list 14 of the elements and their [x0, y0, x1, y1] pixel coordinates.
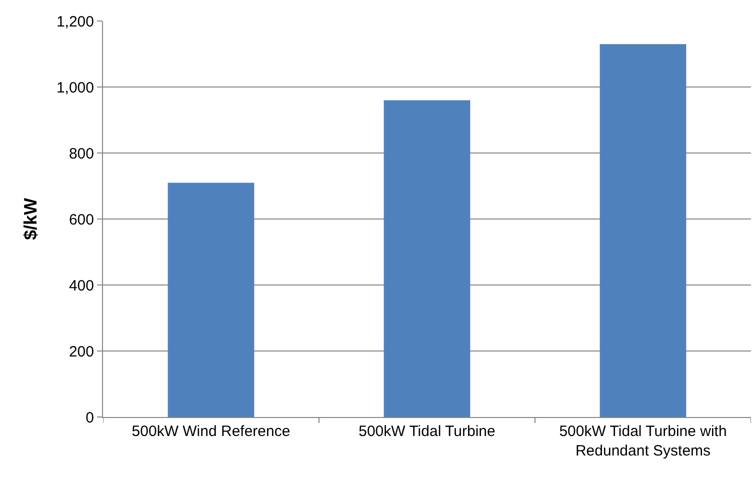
y-tick-label: 400: [68, 277, 94, 294]
y-tick-label: 200: [68, 343, 94, 360]
x-tick-label: 500kW Tidal Turbine with Redundant Systems: [559, 423, 727, 460]
bar: [168, 182, 254, 417]
y-tick-label: 800: [68, 145, 94, 162]
y-tick-label: 600: [68, 211, 94, 228]
bar: [600, 44, 686, 417]
y-tick-label: 0: [86, 409, 94, 426]
bar: [384, 100, 470, 417]
y-tick-label: 1,000: [56, 79, 94, 96]
y-tick-label: 1,200: [56, 13, 94, 30]
x-tick-label: 500kW Tidal Turbine: [358, 423, 496, 440]
x-tick-label: 500kW Wind Reference: [132, 423, 290, 440]
y-axis-title: $/kW: [20, 198, 41, 240]
